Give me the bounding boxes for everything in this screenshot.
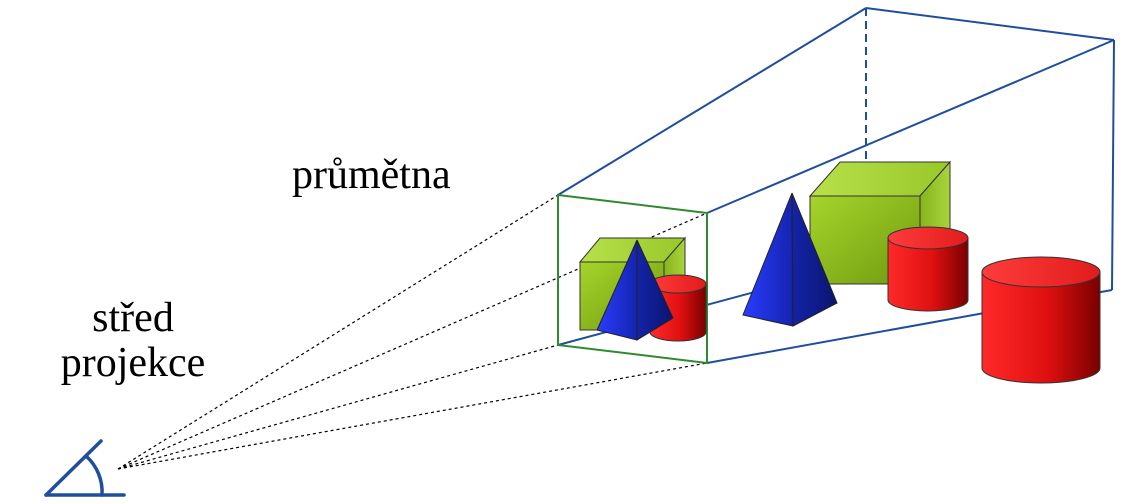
projected-image (578, 236, 707, 342)
ray-top-left (117, 194, 559, 470)
projection-plane-label: průmětna (292, 152, 451, 198)
projected-pyramid-right (636, 239, 674, 341)
eye-slant-line (44, 439, 103, 497)
frustum-edge-back-right (1111, 39, 1115, 291)
scene-objects (742, 160, 1101, 384)
frustum-edge-back-top (865, 7, 1115, 41)
ray-bottom-right (117, 362, 708, 470)
projection-center-label-line1: střed (92, 295, 174, 341)
projection-center-label: střed projekce (44, 295, 222, 387)
pyramid-right-face (791, 192, 838, 327)
pyramid-left-face (742, 192, 794, 327)
projection-center-label-line2: projekce (60, 340, 206, 387)
frustum-edge-inner (706, 39, 1115, 214)
ray-bottom-left (117, 344, 559, 470)
projection-plane (557, 193, 708, 365)
eye-arc (84, 454, 104, 497)
cylinder-medium-body (887, 237, 969, 312)
eye-angle-icon (44, 439, 126, 497)
cylinder-large-body (981, 271, 1101, 384)
cylinder-large-top (981, 256, 1101, 288)
cylinder-medium-top (887, 226, 969, 250)
frustum-edge-top-left (557, 7, 867, 196)
